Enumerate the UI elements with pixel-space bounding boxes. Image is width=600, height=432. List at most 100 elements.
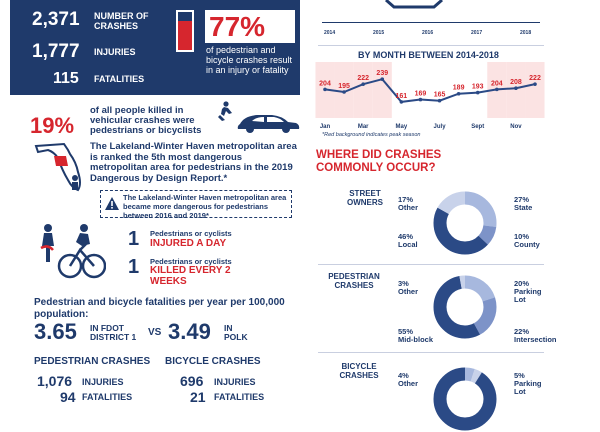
ped-injuries-label: INJURIES (82, 377, 124, 387)
donut-divider-1 (318, 264, 544, 265)
street-owners-title: STREET OWNERS (340, 189, 390, 207)
injuries-value: 1,777 (32, 41, 80, 62)
ped-injuries-value: 1,076 (37, 373, 73, 389)
bike-fatalities-label: FATALITIES (214, 392, 265, 402)
street-county-label: County (514, 240, 540, 249)
month-tick-label: July (434, 124, 447, 130)
month-tick-label: Mar (358, 124, 369, 130)
year-tick-label: 2017 (471, 30, 483, 36)
where-title-line2: COMMONLY OCCUR? (316, 162, 436, 174)
ped-fatalities-label: FATALITIES (82, 392, 133, 402)
month-point (437, 98, 442, 103)
bicycle-crashes-title-line2: CRASHES (339, 371, 379, 380)
month-point (514, 86, 518, 91)
fdot-rate: 3.65 (34, 319, 77, 344)
bike-parking-label: Parking Lot (514, 379, 542, 396)
donut-slice (433, 191, 497, 255)
month-point (475, 90, 480, 95)
where-title: WHERE DID CRASHES COMMONLY OCCUR? (316, 149, 441, 175)
month-point (418, 97, 423, 102)
killed-main: KILLED EVERY 2 WEEKS (150, 265, 231, 287)
crashes-label-line2: CRASHES (94, 21, 139, 31)
fatalities-value: 115 (53, 70, 79, 87)
ped-intersection-pct: 22% (514, 327, 530, 336)
peak-season-band (525, 62, 545, 118)
year-axis: 2014 2015 2016 2017 2018 (322, 30, 540, 38)
bike-crashes-title: BICYCLE CRASHES (165, 356, 261, 367)
crashes-label-line1: NUMBER OF (94, 11, 149, 21)
month-point (495, 87, 499, 92)
ranking-text: The Lakeland-Winter Haven metropolitan a… (90, 141, 297, 184)
month-value-label: 208 (510, 79, 522, 86)
vs-label: VS (148, 327, 162, 338)
month-value-label: 222 (529, 75, 541, 82)
injured-count: 1 (128, 228, 140, 250)
month-value-label: 204 (319, 80, 331, 87)
year-tick-label: 2016 (422, 30, 434, 36)
ped-other-caption: 3% Other (398, 280, 418, 296)
year-tick-label: 2015 (373, 30, 385, 36)
bike-other-pct: 4% (398, 371, 409, 380)
peak-season-band (372, 62, 392, 118)
month-point (380, 77, 385, 81)
street-other-pct: 17% (398, 195, 414, 204)
florida-map-icon (34, 142, 81, 192)
donut-slice (433, 367, 497, 431)
crashes-value: 2,371 (32, 9, 80, 30)
month-value-label: 204 (491, 80, 503, 87)
ped-other-label: Other (398, 287, 419, 296)
bike-fatalities-value: 21 (190, 389, 206, 405)
month-value-label: 169 (415, 91, 427, 98)
ped-crashes-title: PEDESTRIAN CRASHES (34, 356, 151, 367)
month-point (456, 91, 461, 96)
ped-midblock-caption: 55% Mid-block (398, 328, 433, 344)
ped-parking-label: Parking Lot (514, 287, 542, 304)
month-tick-label: Nov (510, 124, 522, 130)
injured-main: INJURED A DAY (150, 238, 227, 249)
bike-injuries-label: INJURIES (214, 377, 256, 387)
month-value-label: 193 (472, 84, 484, 91)
month-line-chart: 204 195 222 239 161 169 165 189 193 204 208 222 Jan M… (315, 62, 545, 130)
pedestrian-crashes-title: PEDESTRIAN CRASHES (320, 272, 388, 290)
year-axis-line (322, 22, 540, 23)
bicycle-crashes-title: BICYCLE CRASHES (330, 362, 388, 380)
ped-fatalities-value: 94 (60, 389, 76, 405)
month-tick-label: May (396, 124, 408, 130)
pedestrian-cyclist-icon (40, 224, 106, 279)
percent-bar (176, 10, 194, 52)
month-value-label: 239 (376, 70, 388, 77)
killed-percent: 19% (30, 113, 75, 138)
street-owners-title-line1: STREET (349, 189, 381, 198)
street-county-pct: 10% (514, 232, 530, 241)
month-point (399, 100, 404, 104)
month-value-label: 195 (338, 83, 350, 90)
year-tick-label: 2018 (520, 30, 532, 36)
bike-parking-caption: 5% Parking Lot (514, 372, 554, 396)
polk-rate: 3.49 (168, 319, 211, 344)
street-other-label: Other (398, 203, 419, 212)
donut-slice (433, 275, 497, 339)
month-series-line (324, 78, 536, 103)
bicycle-crashes-title-line1: BICYCLE (341, 362, 377, 371)
donut-slice (433, 191, 497, 255)
street-state-pct: 27% (514, 195, 530, 204)
bike-injuries-value: 696 (180, 373, 204, 389)
ped-intersection-caption: 22% Intersection (514, 328, 557, 344)
street-local-caption: 46% Local (398, 233, 418, 249)
month-value-label: 161 (396, 93, 408, 100)
month-point (342, 90, 346, 94)
month-chart-footnote: *Red background indicates peak season (322, 132, 421, 138)
year-tick-label: 2014 (324, 30, 336, 36)
peak-season-band (353, 62, 373, 118)
ped-parking-pct: 20% (514, 279, 530, 288)
month-tick-label: Sept (471, 124, 484, 130)
rates-title: Pedestrian and bicycle fatalities per ye… (34, 297, 285, 320)
month-chart-top-rule (318, 45, 544, 46)
ranking-note: The Lakeland-Winter Haven metropolitan a… (123, 193, 287, 220)
peak-season-band (334, 62, 354, 118)
month-point (533, 82, 537, 86)
ped-intersection-label: Intersection (514, 335, 557, 344)
street-county-caption: 10% County (514, 233, 540, 249)
month-chart-title: BY MONTH BETWEEN 2014-2018 (358, 50, 499, 60)
street-other-caption: 17% Other (398, 196, 418, 212)
